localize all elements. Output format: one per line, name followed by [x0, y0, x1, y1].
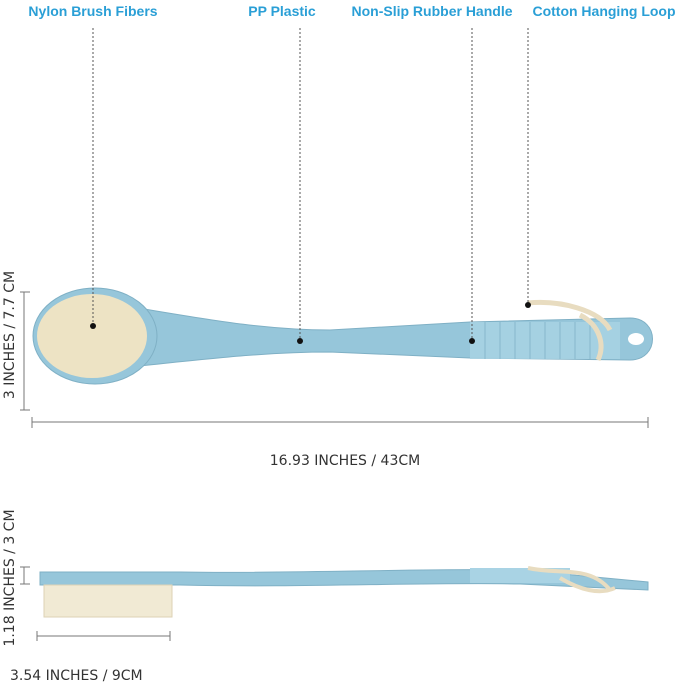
label: Nylon Brush Fibers: [28, 3, 157, 19]
cotton-loop: [527, 566, 616, 594]
bristles: [37, 294, 147, 378]
dimension-label: 3 INCHES / 7.7 CM: [2, 271, 18, 399]
brush-top-view: [32, 287, 653, 385]
dimension-label: 3.54 INCHES / 9CM: [10, 668, 143, 684]
cotton-loop: [527, 299, 613, 362]
label: PP Plastic: [248, 3, 316, 19]
leaders: [90, 28, 531, 344]
grip-ridges: [484, 322, 591, 359]
hole: [628, 333, 644, 345]
label: Non-Slip Rubber Handle: [352, 3, 513, 19]
label: Cotton Hanging Loop: [532, 3, 675, 19]
dimension-label: 16.93 INCHES / 43CM: [270, 453, 420, 469]
brush-side-view: [39, 566, 649, 618]
bristles: [43, 584, 173, 618]
dimension-label: 1.18 INCHES / 3 CM: [2, 509, 18, 646]
